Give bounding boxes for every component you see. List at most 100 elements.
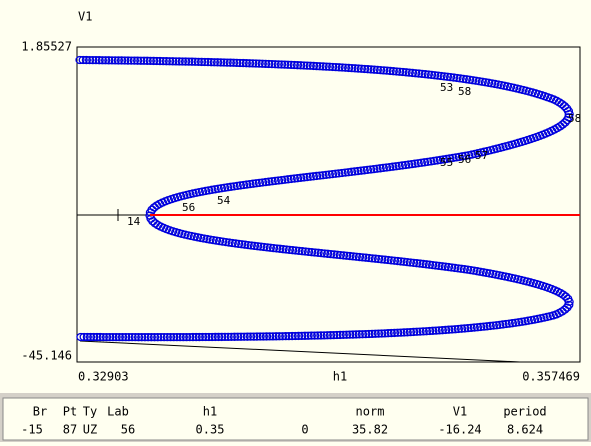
- branch-point: [409, 327, 419, 337]
- branch-point: [482, 322, 492, 331]
- branch-point: [413, 159, 423, 168]
- status-header: Br: [33, 405, 47, 419]
- branch-point: [254, 59, 264, 68]
- branch-point: [207, 332, 217, 342]
- branch-point: [564, 297, 574, 306]
- branch-point: [124, 333, 134, 342]
- branch-point: [143, 333, 153, 342]
- branch-point: [319, 331, 329, 340]
- branch-point: [366, 65, 376, 74]
- branch-point: [251, 59, 261, 68]
- branch-point: [318, 171, 328, 180]
- branch-point: [302, 61, 312, 70]
- point-label: 58: [568, 112, 581, 125]
- branch-point: [264, 59, 274, 69]
- branch-point: [377, 255, 387, 264]
- branch-point: [230, 239, 241, 248]
- branch-point: [321, 62, 331, 71]
- branch-point: [401, 68, 411, 77]
- branch-point: [165, 332, 176, 342]
- branch-point: [434, 326, 444, 335]
- branch-point: [400, 160, 411, 170]
- branch-point: [358, 253, 368, 262]
- branch-point: [431, 326, 441, 335]
- branch-point: [460, 324, 470, 333]
- branch-point: [305, 61, 315, 70]
- branch-point: [466, 323, 476, 333]
- branch-point: [277, 332, 288, 341]
- status-value: 0: [301, 423, 308, 437]
- branch-point: [311, 171, 322, 181]
- branch-point: [235, 58, 245, 68]
- branch-point: [407, 159, 417, 169]
- branch-point: [331, 62, 341, 72]
- branch-point: [398, 67, 408, 77]
- branch-point: [338, 330, 348, 339]
- branch-point: [296, 173, 306, 182]
- branch-point: [201, 332, 211, 342]
- branch-point: [348, 252, 358, 261]
- branch-point: [370, 254, 381, 263]
- branch-point: [362, 165, 373, 175]
- branch-point: [101, 332, 112, 342]
- branch-point: [434, 261, 444, 271]
- branch-point: [309, 331, 320, 340]
- branch-point: [139, 56, 149, 65]
- branch-point: [356, 64, 367, 73]
- branch-point: [200, 57, 210, 67]
- branch-point: [76, 332, 86, 342]
- branch-point: [385, 162, 395, 172]
- branch-point: [216, 58, 226, 67]
- branch-point: [289, 174, 300, 183]
- branch-point: [353, 64, 363, 73]
- branch-point: [284, 245, 295, 255]
- branch-point: [396, 257, 406, 266]
- branch-point: [209, 58, 220, 67]
- branch-point: [229, 332, 240, 341]
- branch-point: [286, 174, 296, 184]
- branch-point: [187, 57, 197, 66]
- branch-point: [488, 321, 499, 330]
- branch-point: [233, 332, 243, 341]
- branch-point: [386, 328, 396, 338]
- branch-point: [249, 332, 259, 341]
- branch-point: [326, 249, 336, 259]
- x-axis-label: h1: [333, 370, 347, 384]
- branch-point: [393, 328, 403, 337]
- branch-point: [564, 110, 574, 119]
- branch-point: [310, 248, 320, 257]
- branch-point: [145, 56, 156, 66]
- status-header: Lab: [107, 405, 129, 419]
- branch-point: [85, 332, 96, 342]
- branch-point: [356, 166, 366, 175]
- branch-point: [283, 60, 293, 69]
- branch-point: [315, 62, 325, 71]
- branch-point: [79, 332, 89, 342]
- branch-point: [276, 60, 287, 69]
- branch-point: [510, 318, 521, 327]
- branch-point: [367, 329, 377, 339]
- status-header: norm: [356, 405, 385, 419]
- branch-point: [224, 238, 234, 247]
- branch-point: [348, 330, 358, 339]
- branch-point: [287, 331, 297, 341]
- branch-point: [426, 70, 437, 80]
- y-min: -45.146: [21, 349, 72, 363]
- branch-point: [329, 330, 339, 340]
- branch-point: [129, 56, 140, 65]
- branch-point: [433, 71, 443, 80]
- branch-point: [152, 201, 162, 210]
- branch-point: [421, 260, 431, 269]
- branch-point: [327, 169, 338, 179]
- branch-point: [491, 321, 502, 330]
- point-label: 58: [458, 85, 471, 98]
- branch-point: [191, 332, 201, 342]
- branch-point: [312, 61, 322, 71]
- branch-point: [239, 332, 249, 341]
- branch-point: [78, 55, 88, 65]
- branch-point: [284, 331, 294, 341]
- branch-point: [158, 56, 168, 66]
- branch-point: [204, 332, 214, 342]
- branch-point: [394, 161, 404, 170]
